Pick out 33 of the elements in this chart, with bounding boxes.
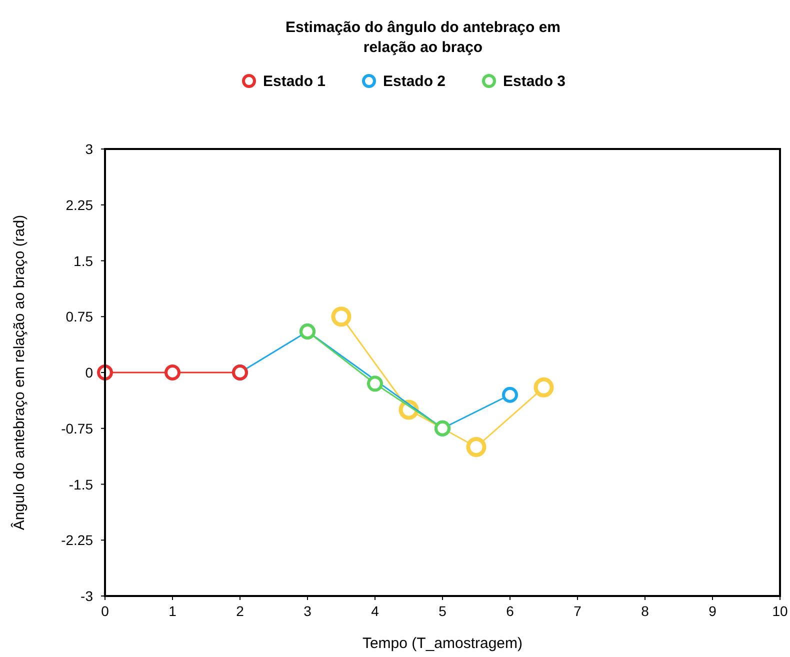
- legend-label: Estado 3: [503, 73, 566, 90]
- x-tick-label: 3: [304, 603, 312, 619]
- x-tick-label: 4: [371, 603, 380, 619]
- x-axis-title: Tempo (T_amostragem): [362, 635, 523, 652]
- x-tick-label: 5: [438, 603, 447, 619]
- chart-title: Estimação do ângulo do antebraço em relação ao braço: [285, 19, 561, 56]
- x-tick-label: 1: [168, 603, 177, 619]
- x-tick-label: 8: [641, 603, 650, 619]
- y-tick-label: 1.5: [74, 252, 94, 269]
- y-axis-title: Ângulo do antebraço em relação ao braço (rad): [10, 214, 28, 530]
- point: [164, 364, 180, 380]
- x-tick-label: 6: [506, 603, 514, 619]
- y-tick-label: 3: [85, 141, 94, 157]
- point: [466, 437, 486, 457]
- legend-label: Estado 1: [263, 73, 326, 90]
- y-tick-label: 0.75: [66, 308, 94, 325]
- point: [331, 306, 352, 327]
- y-tick-label: -1.5: [68, 476, 94, 492]
- y-tick-label: -2.25: [61, 532, 94, 548]
- x-tick-label: 9: [708, 603, 717, 619]
- y-tick-label: -3: [80, 588, 94, 604]
- x-tick-label: 0: [101, 603, 110, 619]
- point: [534, 377, 554, 398]
- y-tick-label: 0: [85, 364, 94, 380]
- x-tick-label: 7: [574, 603, 582, 619]
- x-tick-label: 2: [236, 603, 244, 619]
- point: [502, 386, 518, 403]
- y-tick-label: 2.25: [66, 196, 94, 213]
- legend-label: Estado 2: [383, 73, 446, 90]
- x-tick-label: 10: [772, 603, 788, 619]
- point: [97, 364, 113, 380]
- point: [367, 376, 383, 392]
- y-tick-label: -0.75: [61, 420, 94, 436]
